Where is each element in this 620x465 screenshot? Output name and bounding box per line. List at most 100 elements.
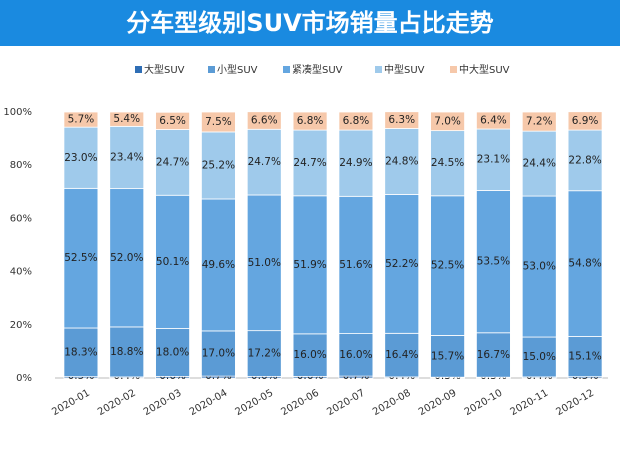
legend-swatch (375, 66, 382, 73)
bar-segment (567, 336, 603, 378)
bar-segment (384, 194, 420, 334)
bar-segment (567, 111, 603, 131)
bar-segment (430, 195, 465, 336)
bar-segment (430, 335, 465, 378)
bar-segment (521, 111, 557, 132)
legend-swatch (283, 66, 290, 73)
legend-label: 中大型SUV (459, 63, 510, 76)
chart-title: 分车型级别SUV市场销量占比走势 (126, 9, 493, 37)
value-label: 15.1% (568, 351, 601, 363)
bar-segment (155, 111, 190, 130)
bar-segment (201, 131, 236, 200)
bar-segment (246, 128, 282, 196)
value-label: 15.7% (431, 350, 464, 362)
value-label: 15.0% (523, 351, 556, 363)
value-label: 6.3% (388, 114, 415, 126)
x-tick-label: 2020-01 (50, 388, 92, 418)
value-label: 51.9% (293, 259, 326, 271)
value-label: 25.2% (202, 159, 235, 171)
value-label: 23.4% (110, 151, 143, 163)
value-label: 24.9% (339, 157, 372, 169)
value-label: 17.0% (202, 348, 235, 360)
value-label: 7.0% (434, 115, 461, 127)
bar-segment (201, 111, 236, 133)
value-label: 16.7% (477, 349, 510, 361)
value-label: 16.0% (339, 349, 372, 361)
value-label: 23.1% (477, 154, 510, 166)
bar-segment (292, 111, 328, 131)
value-label: 24.7% (248, 156, 281, 168)
value-label: 16.4% (385, 349, 418, 361)
x-tick-label: 2020-03 (142, 388, 184, 418)
bar-segment (109, 111, 145, 127)
x-tick-label: 2020-12 (554, 388, 596, 418)
value-label: 16.0% (293, 349, 326, 361)
value-label: 51.6% (339, 259, 372, 271)
x-tick-label: 2020-05 (234, 388, 276, 418)
bar-segment (476, 190, 511, 334)
value-label: 54.8% (568, 258, 601, 270)
bar-segment (63, 111, 99, 128)
bar-segment (246, 111, 282, 130)
bar-segment (292, 129, 328, 197)
value-label: 6.8% (297, 115, 324, 127)
x-tick-label: 2020-07 (325, 388, 367, 418)
bar-segment (521, 195, 557, 338)
bar-segment (246, 194, 282, 332)
title-banner (0, 0, 620, 46)
bar-segment (384, 332, 420, 378)
value-label: 24.7% (156, 156, 189, 168)
value-label: 53.0% (523, 261, 556, 273)
legend-label: 紧凑型SUV (292, 63, 343, 76)
value-label: 6.5% (159, 115, 186, 127)
value-label: 23.0% (64, 152, 97, 164)
x-tick-label: 2020-10 (463, 388, 505, 418)
value-label: 18.3% (64, 346, 97, 358)
value-label: 53.5% (477, 256, 510, 268)
value-label: 24.7% (293, 157, 326, 169)
value-label: 5.7% (68, 114, 95, 126)
bar-segment (338, 111, 374, 131)
bar-segment (476, 111, 511, 130)
value-label: 52.2% (385, 258, 418, 270)
bar-segment (384, 111, 420, 129)
value-label: 18.0% (156, 346, 189, 358)
value-label: 24.5% (431, 157, 464, 169)
bar-segment (63, 187, 99, 329)
bar-segment (246, 330, 282, 377)
legend-label: 大型SUV (144, 63, 185, 76)
value-label: 7.2% (526, 116, 553, 128)
bar-segment (476, 128, 511, 191)
x-tick-label: 2020-08 (371, 388, 413, 418)
value-label: 5.4% (113, 113, 140, 125)
x-tick-label: 2020-11 (509, 388, 551, 418)
x-tick-label: 2020-06 (279, 388, 321, 418)
value-label: 17.2% (248, 348, 281, 360)
value-label: 52.5% (431, 260, 464, 272)
x-tick-label: 2020-04 (188, 388, 230, 418)
y-tick-label: 100% (3, 107, 32, 118)
bar-segment (292, 195, 328, 335)
bar-segment (476, 332, 511, 378)
bar-segment (384, 128, 420, 195)
value-label: 51.0% (248, 257, 281, 269)
bar-segment (155, 194, 190, 329)
bar-segment (109, 125, 145, 190)
value-label: 18.8% (110, 346, 143, 358)
bar-segment (155, 129, 190, 196)
bar-segment (155, 328, 190, 377)
value-label: 6.4% (480, 115, 507, 127)
legend-swatch (208, 66, 215, 73)
bar-segment (338, 333, 374, 377)
legend-swatch (450, 66, 457, 73)
value-label: 22.8% (568, 154, 601, 166)
y-tick-label: 40% (10, 267, 32, 278)
value-label: 6.8% (343, 115, 370, 127)
value-label: 49.6% (202, 259, 235, 271)
bar-segment (201, 198, 236, 332)
value-label: 7.5% (205, 116, 232, 128)
y-tick-label: 20% (10, 320, 32, 331)
y-tick-label: 0% (16, 373, 32, 384)
